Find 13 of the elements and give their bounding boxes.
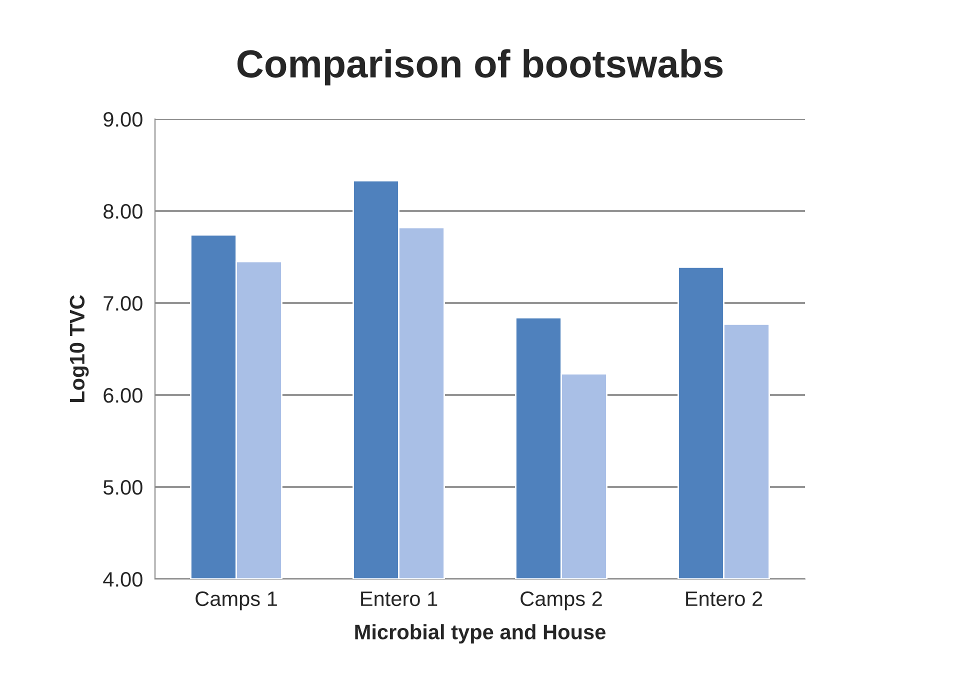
y-tick-label: 4.00 <box>103 572 142 587</box>
y-axis-title: Log10 TVC <box>70 295 89 402</box>
x-axis-title: Microbial type and House <box>355 624 606 644</box>
y-tick-label: 6.00 <box>104 388 142 403</box>
chart-title: Comparison of bootswabs <box>237 49 723 86</box>
x-tick-label: Camps 2 <box>520 591 602 610</box>
y-tick-label: 9.00 <box>104 112 142 127</box>
x-tick-label: Entero 2 <box>686 591 762 606</box>
y-tick-label: 5.00 <box>103 480 142 495</box>
y-tick-label: 7.00 <box>104 296 142 311</box>
y-tick-label: 8.00 <box>104 204 142 219</box>
x-tick-label: Camps 1 <box>196 591 277 610</box>
x-tick-label: Entero 1 <box>361 592 438 606</box>
